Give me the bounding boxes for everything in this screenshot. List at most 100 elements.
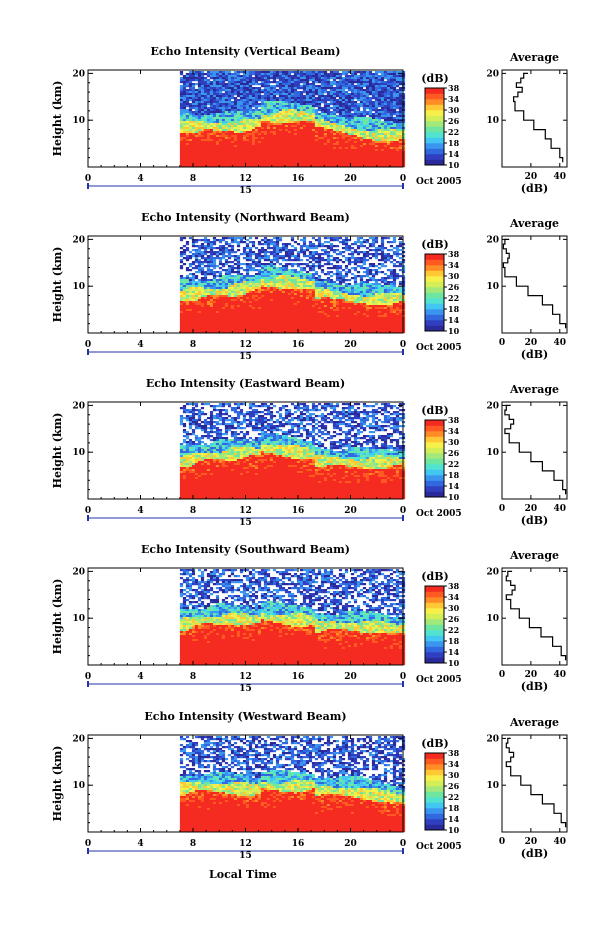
heatmap-cell [318,89,321,91]
heatmap-cell [321,101,324,103]
heatmap-cell [321,89,324,91]
heatmap-cell [237,163,240,165]
heatmap-cell [333,133,336,135]
heatmap-cell [237,131,240,133]
heatmap-cell [195,271,198,273]
heatmap-cell [213,73,216,75]
heatmap-cell [276,283,279,285]
heatmap-cell [363,99,366,101]
heatmap-cell [345,153,348,155]
heatmap-cell [198,143,201,145]
heatmap-cell [189,265,192,267]
heatmap-cell [273,85,276,87]
heatmap-cell [390,157,393,159]
heatmap-cell [213,239,216,241]
heatmap-cell [384,261,387,263]
heatmap-cell [327,285,330,287]
heatmap-cell [336,277,339,279]
heatmap-cell [258,159,261,161]
heatmap-cell [312,99,315,101]
heatmap-cell [378,131,381,133]
heatmap-cell [291,161,294,163]
heatmap-cell [261,263,264,265]
heatmap-cell [360,245,363,247]
heatmap-cell [279,139,282,141]
heatmap-cell [222,115,225,117]
heatmap-cell [327,247,330,249]
heatmap-cell [204,149,207,151]
heatmap-cell [333,281,336,283]
heatmap-cell [369,133,372,135]
heatmap-cell [366,283,369,285]
heatmap-cell [390,281,393,283]
heatmap-cell [324,263,327,265]
heatmap-cell [189,131,192,133]
heatmap-cell [324,273,327,275]
heatmap-cell [288,85,291,87]
heatmap-cell [369,153,372,155]
heatmap-cell [381,243,384,245]
heatmap-cell [276,151,279,153]
heatmap-cell [270,163,273,165]
heatmap-cell [315,81,318,83]
heatmap-cell [282,105,285,107]
heatmap-cell [369,269,372,271]
heatmap-cell [273,275,276,277]
heatmap-cell [390,137,393,139]
heatmap-cell [300,143,303,145]
heatmap-cell [213,237,216,239]
heatmap-cell [312,133,315,135]
heatmap-cell [237,267,240,269]
heatmap-cell [294,93,297,95]
heatmap-cell [327,155,330,157]
heatmap-cell [267,163,270,165]
heatmap-cell [183,249,186,251]
heatmap-cell [282,247,285,249]
heatmap-cell [240,111,243,113]
heatmap-cell [381,75,384,77]
heatmap-cell [396,97,399,99]
heatmap-cell [207,149,210,151]
heatmap-cell [240,281,243,283]
heatmap-cell [204,143,207,145]
heatmap-cell [372,253,375,255]
heatmap-cell [399,147,402,149]
heatmap-cell [384,111,387,113]
heatmap-cell [261,137,264,139]
heatmap-cell [282,151,285,153]
heatmap-cell [273,129,276,131]
heatmap-cell [246,141,249,143]
heatmap-cell [360,143,363,145]
heatmap-cell [378,259,381,261]
heatmap-cell [396,287,399,289]
heatmap-cell [390,271,393,273]
heatmap-cell [354,101,357,103]
heatmap-cell [315,271,318,273]
heatmap-cell [273,265,276,267]
x-tick-label: 8 [190,174,196,184]
heatmap-cell [246,273,249,275]
heatmap-cell [201,139,204,141]
heatmap-cell [270,123,273,125]
heatmap-cell [387,157,390,159]
heatmap-cell [180,125,183,127]
heatmap-cell [342,287,345,289]
heatmap-cell [204,119,207,121]
heatmap-cell [267,123,270,125]
heatmap-cell [249,105,252,107]
heatmap-cell [387,115,390,117]
heatmap-cell [318,101,321,103]
heatmap-cell [306,71,309,73]
heatmap-cell [321,93,324,95]
heatmap-cell [297,137,300,139]
heatmap-cell [366,153,369,155]
heatmap-cell [261,117,264,119]
heatmap-cell [375,121,378,123]
heatmap-cell [189,149,192,151]
heatmap-cell [273,161,276,163]
heatmap-cell [258,87,261,89]
heatmap-cell [336,77,339,79]
heatmap-cell [276,105,279,107]
heatmap-cell [276,143,279,145]
heatmap-cell [270,267,273,269]
